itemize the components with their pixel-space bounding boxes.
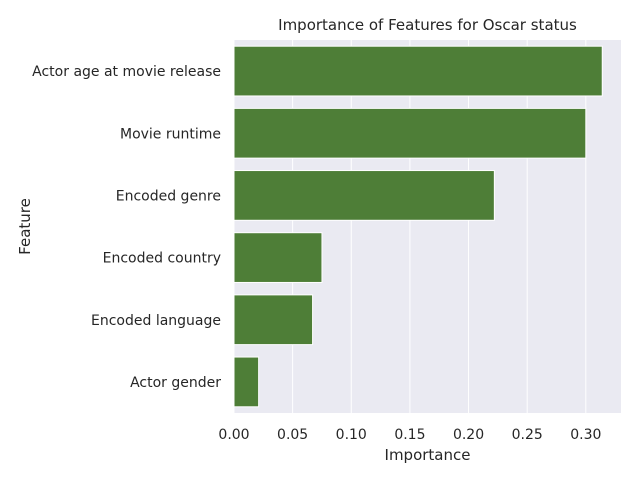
y-tick-label-5: Actor gender <box>130 375 221 391</box>
bar-0 <box>233 45 603 97</box>
bar-1 <box>233 107 587 159</box>
x-tick-label-5: 0.25 <box>512 427 543 443</box>
y-tick-label-3: Encoded country <box>103 251 221 267</box>
x-tick-label-1: 0.05 <box>277 427 308 443</box>
x-tick-labels: 0.00 0.05 0.10 0.15 0.20 0.25 0.30 <box>218 427 601 443</box>
x-tick-label-2: 0.10 <box>336 427 367 443</box>
y-tick-label-4: Encoded language <box>91 313 221 329</box>
chart-title: Importance of Features for Oscar status <box>278 16 577 34</box>
plot-area <box>234 40 621 413</box>
bar-2 <box>233 170 495 221</box>
y-tick-label-1: Movie runtime <box>120 126 221 142</box>
x-tick-label-0: 0.00 <box>218 427 249 443</box>
y-tick-label-2: Encoded genre <box>116 188 221 204</box>
y-axis-title: Feature <box>16 198 34 255</box>
y-tick-label-0: Actor age at movie release <box>32 64 221 80</box>
x-tick-label-3: 0.15 <box>394 427 425 443</box>
bar-5 <box>233 356 260 408</box>
x-tick-label-6: 0.30 <box>570 427 601 443</box>
bar-4 <box>233 294 314 346</box>
x-tick-label-4: 0.20 <box>453 427 484 443</box>
x-axis-title: Importance <box>385 446 471 464</box>
y-tick-labels: Actor age at movie release Movie runtime E… <box>32 64 221 391</box>
bar-3 <box>233 232 323 283</box>
grid-lines <box>233 40 587 413</box>
bars <box>233 45 603 408</box>
